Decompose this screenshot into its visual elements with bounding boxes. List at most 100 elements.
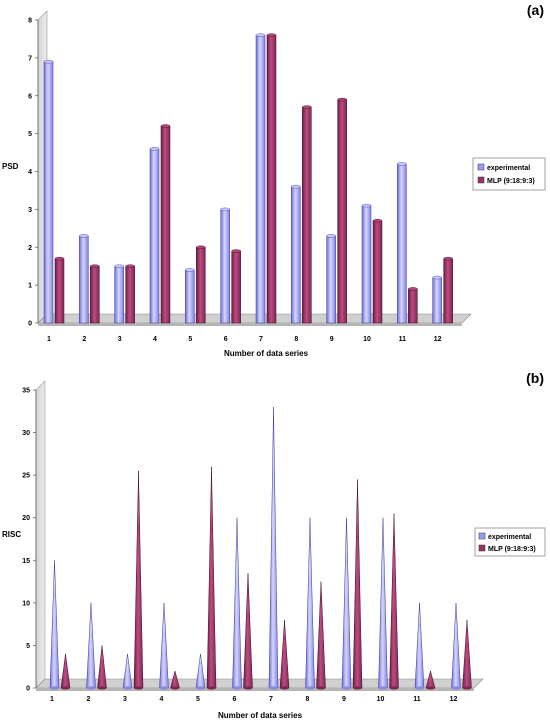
bar-top bbox=[196, 245, 206, 249]
cone-base bbox=[50, 686, 59, 690]
chart-b-ylabel: RISC bbox=[2, 530, 21, 539]
x-tick-label: 7 bbox=[269, 696, 273, 703]
cone-base bbox=[97, 686, 107, 690]
cone-experimental bbox=[378, 517, 388, 689]
x-tick-label: 5 bbox=[188, 336, 192, 343]
legend-box bbox=[472, 157, 546, 191]
y-tick-label: 3 bbox=[28, 207, 32, 214]
x-tick-label: 10 bbox=[363, 336, 371, 343]
cone-experimental bbox=[414, 602, 425, 689]
x-tick-label: 9 bbox=[342, 696, 346, 703]
cone-base bbox=[243, 686, 253, 690]
cone-mlp bbox=[97, 645, 107, 689]
cone-mlp bbox=[316, 581, 326, 689]
x-tick-label: 8 bbox=[294, 336, 298, 343]
bar-top bbox=[432, 275, 442, 280]
y-tick-label: 35 bbox=[22, 388, 30, 395]
bar-mlp bbox=[372, 220, 383, 324]
y-tick-label: 7 bbox=[28, 55, 32, 62]
cone-mlp bbox=[206, 466, 217, 689]
cone-mlp bbox=[462, 619, 472, 689]
x-tick-label: 11 bbox=[399, 336, 407, 343]
y-tick-label: 20 bbox=[22, 515, 30, 522]
cone-experimental bbox=[268, 407, 279, 689]
x-tick-label: 1 bbox=[47, 336, 51, 343]
x-tick-label: 3 bbox=[123, 696, 127, 703]
bar-mlp bbox=[90, 265, 100, 324]
chart-a-bars bbox=[43, 33, 453, 324]
y-tick-label: 5 bbox=[26, 643, 30, 650]
bar-experimental bbox=[397, 163, 407, 324]
bar-mlp bbox=[337, 99, 347, 324]
bar-mlp bbox=[266, 34, 277, 324]
cone-base bbox=[305, 686, 315, 690]
bar-mlp bbox=[196, 247, 206, 324]
x-tick-label: 10 bbox=[377, 696, 385, 703]
cone-base bbox=[426, 686, 435, 690]
bar-top bbox=[231, 249, 241, 253]
bar-mlp bbox=[408, 288, 418, 324]
x-tick-label: 4 bbox=[153, 336, 157, 343]
chart-a-axes bbox=[35, 19, 39, 324]
legend-box bbox=[474, 527, 546, 557]
legend-swatch-mlp bbox=[478, 544, 486, 552]
chart-b-walls bbox=[35, 380, 484, 691]
bar-top bbox=[125, 264, 135, 268]
cone-base bbox=[61, 686, 70, 690]
chart-b-xlabel: Number of data series bbox=[218, 711, 303, 720]
bar-mlp bbox=[231, 250, 241, 324]
bar-top bbox=[408, 287, 418, 291]
bar-top bbox=[266, 33, 277, 37]
cone-experimental bbox=[341, 517, 352, 689]
cone-base bbox=[86, 686, 96, 690]
legend-swatch-experimental bbox=[477, 163, 485, 171]
y-tick-label: 6 bbox=[28, 93, 32, 100]
bar-experimental bbox=[43, 61, 54, 324]
bar-top bbox=[372, 219, 383, 223]
panel-label-a: (a) bbox=[527, 2, 544, 18]
bar-top bbox=[43, 59, 54, 64]
cone-base bbox=[134, 686, 143, 690]
bar-experimental bbox=[185, 269, 195, 324]
bar-top bbox=[302, 105, 312, 109]
x-tick-label: 2 bbox=[87, 696, 91, 703]
legend-label-mlp: MLP (9:18:9:3) bbox=[487, 178, 535, 185]
cone-base bbox=[269, 686, 278, 690]
bar-top bbox=[397, 162, 407, 166]
bar-top bbox=[255, 33, 266, 37]
cone-mlp bbox=[243, 573, 253, 689]
legend-label-mlp: MLP (9:18:9:3) bbox=[488, 546, 536, 553]
cone-base bbox=[123, 686, 132, 690]
x-tick-label: 12 bbox=[450, 696, 458, 703]
cone-base bbox=[196, 686, 205, 690]
x-tick-label: 5 bbox=[196, 696, 200, 703]
x-tick-label: 3 bbox=[118, 336, 122, 343]
legend-swatch-experimental bbox=[478, 532, 486, 540]
cone-mlp bbox=[389, 513, 399, 689]
bar-top bbox=[337, 97, 347, 102]
cone-base bbox=[342, 686, 351, 690]
bar-experimental bbox=[79, 235, 89, 324]
cone-base bbox=[451, 686, 461, 690]
x-tick-label: 6 bbox=[233, 696, 237, 703]
bar-experimental bbox=[432, 277, 442, 324]
y-tick-label: 10 bbox=[22, 600, 30, 607]
bar-top bbox=[220, 207, 230, 212]
x-tick-label: 12 bbox=[434, 336, 442, 343]
y-tick-label: 4 bbox=[28, 169, 32, 176]
cone-base bbox=[207, 686, 216, 690]
y-tick-label: 5 bbox=[28, 131, 32, 138]
cone-base bbox=[462, 686, 472, 690]
cone-base bbox=[316, 686, 326, 690]
chart-b-legend: experimental MLP (9:18:9:3) bbox=[474, 527, 546, 557]
cone-base bbox=[389, 686, 399, 690]
bar-experimental bbox=[114, 265, 124, 324]
cone-base bbox=[159, 686, 169, 690]
chart-floor-edge bbox=[38, 323, 462, 326]
cone-experimental bbox=[49, 560, 60, 689]
bar-mlp bbox=[302, 106, 312, 324]
bar-top bbox=[291, 184, 301, 189]
